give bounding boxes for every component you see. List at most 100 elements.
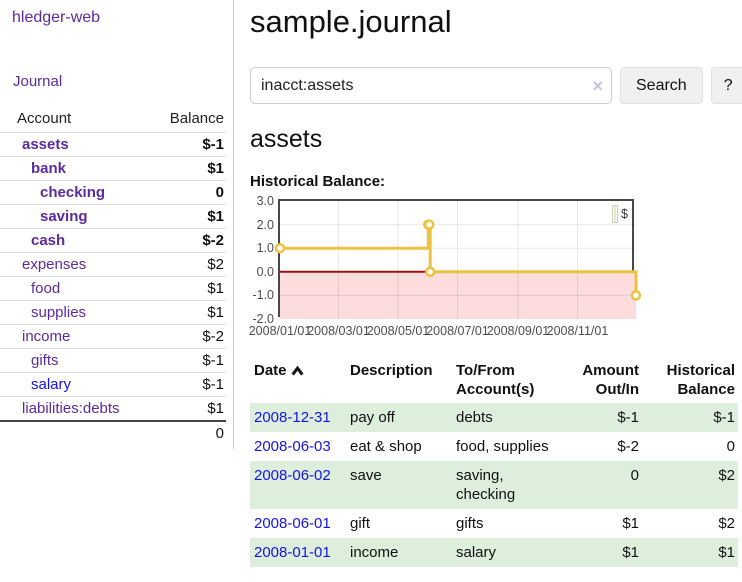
account-link[interactable]: checking: [40, 184, 106, 201]
sidebar: hledger-web Journal Account Balance asse…: [0, 0, 234, 449]
transaction-date-link[interactable]: 2008-06-02: [254, 467, 331, 484]
chart-label: Historical Balance:: [250, 173, 386, 190]
clear-search-icon[interactable]: ×: [592, 75, 603, 96]
account-row: assets $-1: [0, 132, 226, 157]
account-balance: $-2: [153, 324, 226, 349]
register-header-date[interactable]: Date: [250, 359, 346, 403]
register-header-description: Description: [350, 362, 433, 379]
transaction-accounts-cell: saving, checking: [456, 467, 516, 503]
app-title-link[interactable]: hledger-web: [12, 9, 101, 26]
account-row: bank $1: [0, 156, 226, 181]
transaction-accounts-cell: debts: [456, 409, 493, 426]
accounts-header-account: Account: [0, 106, 154, 133]
transaction-balance-cell: $2: [718, 515, 735, 532]
register-row: 2008-06-03 eat & shop food, supplies $-2 0: [250, 432, 738, 461]
account-row: cash $-2: [0, 228, 226, 253]
account-link[interactable]: bank: [31, 160, 67, 177]
account-balance: $1: [153, 300, 226, 325]
account-link[interactable]: cash: [31, 232, 66, 249]
account-cell: liabilities:debts: [0, 396, 154, 422]
account-link[interactable]: gifts: [31, 352, 59, 369]
transaction-description-cell: save: [350, 467, 382, 484]
account-cell: supplies: [0, 300, 154, 325]
register-header-row: Date Description To/From Account(s) Amou…: [250, 359, 738, 403]
register-header-amount: Amount Out/In: [582, 362, 639, 398]
transaction-date-link[interactable]: 2008-06-01: [254, 515, 331, 532]
search-input-wrap: ×: [250, 67, 612, 104]
historical-balance-chart: 3.0 2.0 1.0 0.0 -1.0 -2.0 $ 2008/01/01 2008/03…: [249, 195, 742, 341]
account-link[interactable]: income: [22, 328, 71, 345]
search-button[interactable]: Search: [620, 67, 703, 104]
transaction-amount-cell: $1: [622, 544, 639, 561]
account-cell: food: [0, 276, 154, 301]
account-cell: bank: [0, 156, 154, 181]
account-row: expenses $2: [0, 252, 226, 277]
y-axis-tick-label: 1.0: [256, 240, 274, 255]
account-link[interactable]: assets: [22, 136, 69, 153]
account-row: supplies $1: [0, 300, 226, 325]
register-row: 2008-06-01 gift gifts $1 $2: [250, 509, 738, 538]
chart-canvas: [274, 201, 642, 319]
page-title: sample.journal: [250, 4, 452, 39]
account-balance: $-2: [153, 228, 226, 253]
nav-journal-link[interactable]: Journal: [13, 73, 63, 90]
account-link[interactable]: supplies: [31, 304, 87, 321]
sort-ascending-icon: [290, 365, 304, 376]
account-cell: assets: [0, 132, 154, 157]
transaction-balance-cell: $2: [718, 467, 735, 484]
account-balance: 0: [153, 180, 226, 205]
register-header-accounts: To/From Account(s): [456, 362, 535, 398]
x-axis-tick-label: 2008/11/01: [546, 324, 609, 338]
help-button[interactable]: ?: [710, 67, 742, 104]
transaction-description-cell: income: [350, 544, 399, 561]
transaction-description-cell: eat & shop: [350, 438, 422, 455]
account-link[interactable]: food: [31, 280, 61, 297]
y-axis-tick-label: 0.0: [256, 264, 274, 279]
transaction-accounts-cell: food, supplies: [456, 438, 549, 455]
account-balance: $-1: [153, 372, 226, 397]
transaction-date-link[interactable]: 2008-12-31: [254, 409, 331, 426]
accounts-header-row: Account Balance: [0, 106, 226, 133]
x-axis-tick-label: 2008/07/01: [426, 324, 489, 338]
transaction-amount-cell: 0: [630, 467, 639, 484]
x-axis-tick-label: 2008/09/01: [486, 324, 550, 338]
account-link[interactable]: expenses: [22, 256, 87, 273]
account-row: gifts $-1: [0, 348, 226, 373]
transaction-date-cell: 2008-06-02: [250, 461, 346, 509]
transaction-date-link[interactable]: 2008-01-01: [254, 544, 331, 561]
transaction-balance-cell: $-1: [713, 409, 735, 426]
account-row: saving $1: [0, 204, 226, 229]
account-cell: salary: [0, 372, 154, 397]
y-axis-tick-label: 2.0: [256, 217, 274, 232]
account-link[interactable]: salary: [31, 376, 72, 393]
account-balance: $1: [153, 204, 226, 229]
accounts-total-value: 0: [153, 420, 226, 445]
account-link[interactable]: saving: [40, 208, 88, 225]
x-axis-tick-label: 2008/05/01: [366, 324, 430, 338]
account-balance: $-1: [153, 132, 226, 157]
transaction-description-cell: gift: [350, 515, 371, 532]
transaction-date-cell: 2008-06-03: [250, 432, 346, 461]
accounts-total-spacer: [0, 420, 154, 445]
account-cell: checking: [0, 180, 154, 205]
transaction-amount-cell: $-2: [617, 438, 639, 455]
search-form: × Search ?: [250, 67, 742, 104]
legend-label: $: [621, 207, 628, 221]
y-axis-tick-label: 3.0: [256, 193, 274, 208]
x-axis-tick-label: 2008/03/01: [307, 324, 370, 338]
account-row: liabilities:debts $1: [0, 396, 226, 422]
register-row: 2008-01-01 income salary $1 $1: [250, 538, 738, 567]
transaction-description-cell: pay off: [350, 409, 395, 426]
account-link[interactable]: liabilities:debts: [22, 400, 120, 417]
account-balance: $1: [153, 396, 226, 422]
account-balance: $1: [153, 276, 226, 301]
account-heading: assets: [250, 125, 323, 153]
search-input[interactable]: [250, 67, 612, 104]
register-table: Date Description To/From Account(s) Amou…: [250, 359, 738, 567]
account-row: checking 0: [0, 180, 226, 205]
transaction-balance-cell: $1: [718, 544, 735, 561]
account-balance: $1: [153, 156, 226, 181]
transaction-amount-cell: $1: [622, 515, 639, 532]
transaction-date-link[interactable]: 2008-06-03: [254, 438, 331, 455]
account-balance: $-1: [153, 348, 226, 373]
